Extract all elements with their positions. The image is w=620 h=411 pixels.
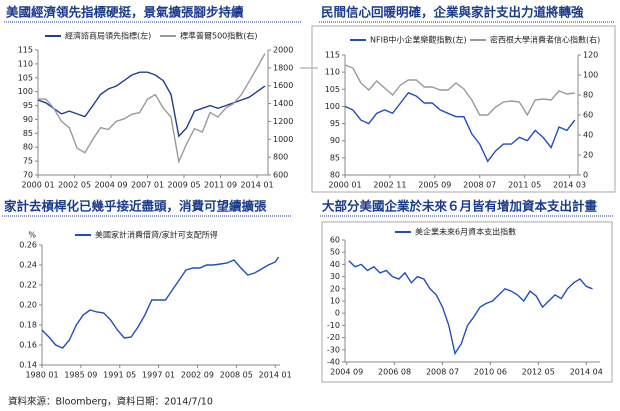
y-tick-label: 85 [23, 129, 33, 138]
y-tick-label: 95 [23, 101, 33, 110]
chart-frame [321, 221, 613, 383]
y-tick-label: -10 [327, 321, 340, 330]
legend-label: 美國家計消費借貸/家計可支配所得 [95, 230, 218, 240]
y-tick-label: 0.26 [19, 241, 37, 250]
y-tick-label: 30 [330, 272, 340, 281]
y-tick-label: 40 [330, 260, 340, 269]
y-tick-label: 20 [330, 284, 340, 293]
y-tick-label: 60 [330, 236, 340, 245]
x-tick-label: 2014 01 [259, 371, 292, 380]
x-tick-label: 2008 05 [220, 371, 253, 380]
y-tick-label: 110 [325, 68, 340, 77]
data-line [38, 53, 266, 165]
data-line [37, 71, 266, 138]
y-tick-label: 110 [18, 59, 33, 68]
legend-label: NFIB中小企業樂觀指數(左) [370, 35, 467, 45]
x-tick-label: 2000 01 [21, 181, 54, 190]
chart-title: 民間信心回暖明確，企業與家計支出力道將轉強 [321, 5, 584, 20]
x-tick-label: 2004 09 [330, 368, 363, 377]
y-tick-label: -30 [327, 345, 340, 354]
y-tick-label: 0 [335, 309, 340, 318]
y2-tick-label: 1600 [273, 81, 293, 90]
y2-tick-label: 600 [273, 171, 288, 180]
y-tick-label: -40 [327, 358, 340, 367]
y2-tick-label: 1200 [273, 117, 293, 126]
y2-tick-label: 100 [583, 71, 598, 80]
chart-frame [311, 25, 616, 193]
y-tick-label: 90 [330, 136, 340, 145]
y-tick-label: 0.24 [19, 261, 37, 270]
chart-title: 美國經濟領先指標硬挺，景氣擴張腳步持續 [6, 5, 244, 20]
x-tick-label: 2006 08 [378, 368, 411, 377]
y-tick-label: 0.14 [19, 361, 37, 370]
y-tick-label: -20 [327, 333, 340, 342]
y2-tick-label: 0 [583, 171, 588, 180]
y-tick-label: 90 [23, 115, 33, 124]
y-tick-label: 50 [330, 248, 340, 257]
legend-label: 美企業未來6月資本支出指數 [415, 227, 516, 237]
footer: 資料來源：Bloomberg，資料日期：2014/7/10 [8, 396, 213, 408]
y-tick-label: 75 [23, 157, 33, 166]
x-tick-label: 2008 07 [463, 181, 496, 190]
data-line [344, 64, 575, 117]
x-tick-label: 2002 09 [181, 371, 214, 380]
data-line [41, 256, 280, 349]
x-tick-label: 2004 09 [94, 181, 127, 190]
y-tick-label: 95 [330, 119, 340, 128]
y2-tick-label: 800 [273, 153, 288, 162]
chart-title: 家計去槓桿化已幾乎接近盡頭，消費可望續擴張 [4, 199, 267, 214]
y-tick-label: 0.20 [19, 301, 37, 310]
x-tick-label: 2014 01 [241, 181, 274, 190]
x-tick-label: 2011 09 [204, 181, 237, 190]
x-tick-label: 2007 01 [131, 181, 164, 190]
y-tick-label: 0.18 [19, 321, 37, 330]
legend-label: 經濟諮商局領先指標(左) [65, 31, 151, 41]
x-tick-label: 2000 01 [328, 181, 361, 190]
y-tick-label: 115 [325, 51, 340, 60]
data-line [344, 91, 576, 163]
x-tick-label: 2002 05 [58, 181, 91, 190]
y-tick-label: 80 [330, 171, 340, 180]
y2-tick-label: 20 [583, 151, 593, 160]
chart-title: 大部分美國企業於未來６月皆有增加資本支出計畫 [322, 199, 598, 214]
y2-tick-label: 1000 [273, 135, 293, 144]
x-tick-label: 2014 03 [553, 181, 586, 190]
x-tick-label: 2010 06 [474, 368, 507, 377]
y-tick-label: 85 [330, 153, 340, 162]
y-tick-label: 100 [18, 87, 33, 96]
y2-tick-label: 80 [583, 91, 593, 100]
x-tick-label: 1985 09 [64, 371, 97, 380]
x-tick-label: 2011 05 [508, 181, 541, 190]
x-tick-label: 2008 07 [426, 368, 459, 377]
y2-tick-label: 1400 [273, 99, 293, 108]
y2-tick-label: 60 [583, 111, 593, 120]
y-axis-label: % [28, 231, 36, 240]
x-tick-label: 2005 09 [418, 181, 451, 190]
legend-label: 標準普爾500指數(右) [180, 31, 258, 41]
y2-tick-label: 120 [583, 51, 598, 60]
y-tick-label: 70 [23, 171, 33, 180]
y-tick-label: 115 [18, 46, 33, 55]
x-tick-label: 1991 05 [103, 371, 136, 380]
y2-tick-label: 2000 [273, 46, 293, 55]
y-tick-label: 0.22 [19, 281, 37, 290]
x-tick-label: 2014 04 [570, 368, 603, 377]
y-tick-label: 100 [325, 102, 340, 111]
x-tick-label: 2009 05 [167, 181, 200, 190]
x-tick-label: 2002 11 [373, 181, 406, 190]
x-tick-label: 1997 01 [142, 371, 175, 380]
y2-tick-label: 1800 [273, 63, 293, 72]
y-tick-label: 80 [23, 143, 33, 152]
y-tick-label: 105 [325, 85, 340, 94]
y-tick-label: 0.16 [19, 341, 37, 350]
y-tick-label: 10 [330, 297, 340, 306]
x-tick-label: 1980 01 [25, 371, 58, 380]
y-tick-label: 105 [18, 73, 33, 82]
data-line [348, 260, 593, 356]
y2-tick-label: 40 [583, 131, 593, 140]
x-tick-label: 2012 05 [522, 368, 555, 377]
legend-label: 密西根大學消費者信心指數(右) [490, 35, 600, 45]
